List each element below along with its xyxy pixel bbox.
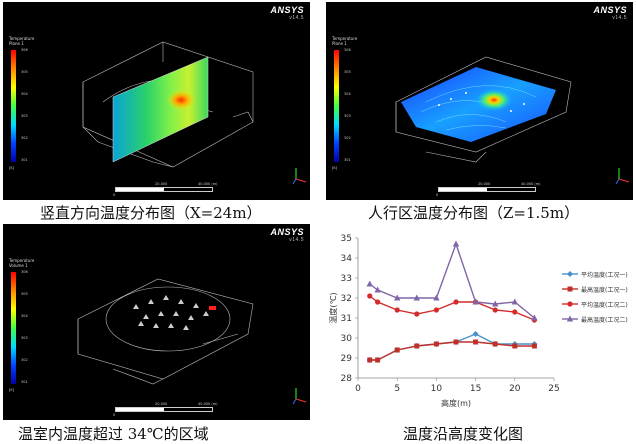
- scale-end: 40.000 (m): [198, 402, 218, 406]
- data-point: [394, 294, 401, 301]
- x-tick-label: 25: [548, 384, 559, 394]
- x-tick-label: 15: [470, 384, 481, 394]
- hot-spot-region: [209, 306, 216, 310]
- series-line: [369, 341, 535, 361]
- vertical-plane-scene: [82, 41, 254, 168]
- scale-start: 0: [436, 193, 439, 197]
- data-point: [433, 341, 439, 347]
- color-legend-bar: [334, 50, 339, 162]
- ansys-logo: ANSYS v14.5: [270, 227, 304, 243]
- data-point: [452, 240, 460, 247]
- x-tick-label: 10: [431, 384, 443, 394]
- legend-unit: [K]: [9, 388, 15, 392]
- scale-mid: 20.000: [155, 402, 168, 406]
- scale-bar: [115, 407, 213, 412]
- color-legend-bar: [11, 50, 16, 162]
- data-point: [375, 357, 381, 363]
- data-point: [567, 271, 573, 277]
- x-tick-label: 0: [355, 384, 361, 394]
- data-point: [394, 307, 400, 313]
- temperature-height-chart: 28 29 30 31 32 33 34 35 0 5 10 15 20 25 高度(m) 温度(℃) 平均温度…: [326, 226, 633, 422]
- scale-end: 40.000 (m): [521, 182, 541, 186]
- series-line: [369, 295, 535, 321]
- over34-region-scene: [77, 278, 254, 385]
- x-tick-label: 20: [509, 384, 521, 394]
- scale-start: 0: [113, 413, 116, 417]
- legend-title: Temperature Plane 1: [9, 36, 35, 46]
- scale-bar: [115, 187, 213, 192]
- data-point: [567, 286, 573, 292]
- legend-title: Temperature Plane 1: [332, 36, 358, 46]
- axis-triad-icon: [615, 168, 630, 185]
- data-point: [394, 347, 400, 353]
- data-point: [473, 339, 479, 345]
- data-point: [492, 300, 499, 307]
- caption-chart: 温度沿高度变化图: [403, 425, 524, 443]
- data-point: [512, 343, 518, 349]
- y-tick-label: 31: [341, 314, 352, 324]
- axis-triad-icon: [292, 168, 307, 185]
- ansys-logo: ANSYS v14.5: [270, 5, 304, 21]
- over34-region-render: ANSYS v14.5 Temperature Volume 1 306 305 3…: [3, 224, 310, 420]
- y-tick-label: 28: [341, 374, 353, 384]
- y-tick-label: 29: [341, 354, 353, 364]
- data-point: [567, 301, 573, 307]
- legend-unit: [K]: [332, 166, 338, 170]
- y-tick-label: 30: [341, 334, 353, 344]
- data-point: [531, 314, 538, 321]
- data-point: [433, 307, 439, 313]
- ansys-logo: ANSYS v14.5: [593, 5, 627, 21]
- legend-unit: [K]: [9, 166, 15, 170]
- scale-bar: [438, 187, 536, 192]
- scale-end: 40.000 (m): [198, 182, 218, 186]
- data-point: [472, 331, 479, 337]
- data-point: [413, 294, 420, 301]
- data-point: [531, 343, 537, 349]
- caption-pedestrian: 人行区温度分布图（Z=1.5m）: [368, 204, 580, 222]
- scale-start: 0: [113, 193, 116, 197]
- data-point: [367, 357, 373, 363]
- y-axis-label: 温度(℃): [328, 292, 338, 323]
- y-tick-label: 33: [341, 274, 352, 284]
- data-point: [512, 309, 518, 315]
- data-point: [492, 341, 498, 347]
- y-tick-label: 32: [341, 294, 352, 304]
- scale-mid: 20.000: [155, 182, 168, 186]
- data-point: [414, 343, 420, 349]
- series-line: [369, 241, 535, 319]
- vertical-plane-render: ANSYS v14.5 Temperature Plane 1 306 305 30…: [3, 2, 310, 200]
- data-point: [375, 299, 381, 305]
- data-point: [433, 294, 440, 301]
- scale-mid: 20.000: [478, 182, 491, 186]
- legend-title: Temperature Volume 1: [9, 258, 35, 268]
- y-tick-label: 35: [341, 234, 352, 244]
- x-axis-label: 高度(m): [441, 398, 471, 408]
- data-point: [511, 298, 518, 305]
- data-point: [367, 293, 373, 299]
- data-point: [366, 280, 373, 287]
- data-point: [453, 339, 459, 345]
- legend-label: 平均温度(工况一): [581, 271, 628, 279]
- data-point: [472, 298, 479, 305]
- color-legend-bar: [11, 272, 16, 384]
- x-tick-label: 5: [394, 384, 400, 394]
- data-point: [414, 311, 420, 317]
- data-point: [453, 299, 459, 305]
- pedestrian-plane-scene: [395, 56, 572, 163]
- caption-vertical: 竖直方向温度分布图（X=24m）: [40, 204, 262, 222]
- pedestrian-plane-render: ANSYS v14.5 Temperature Plane 1 306 305 30…: [326, 2, 633, 200]
- chart-svg: 28 29 30 31 32 33 34 35 0 5 10 15 20 25 高度(m) 温度(℃) 平均温度…: [328, 234, 628, 408]
- legend-label: 最高温度(工况二): [581, 316, 628, 324]
- y-tick-label: 34: [341, 254, 353, 264]
- data-point: [374, 286, 381, 293]
- data-point: [492, 307, 498, 313]
- axis-triad-icon: [292, 388, 307, 405]
- caption-over34: 温室内温度超过 34℃的区域: [18, 425, 209, 443]
- legend-label: 最高温度(工况一): [581, 286, 628, 294]
- data-point: [566, 315, 574, 322]
- legend-label: 平均温度(工况二): [581, 301, 628, 309]
- series-line: [369, 333, 535, 361]
